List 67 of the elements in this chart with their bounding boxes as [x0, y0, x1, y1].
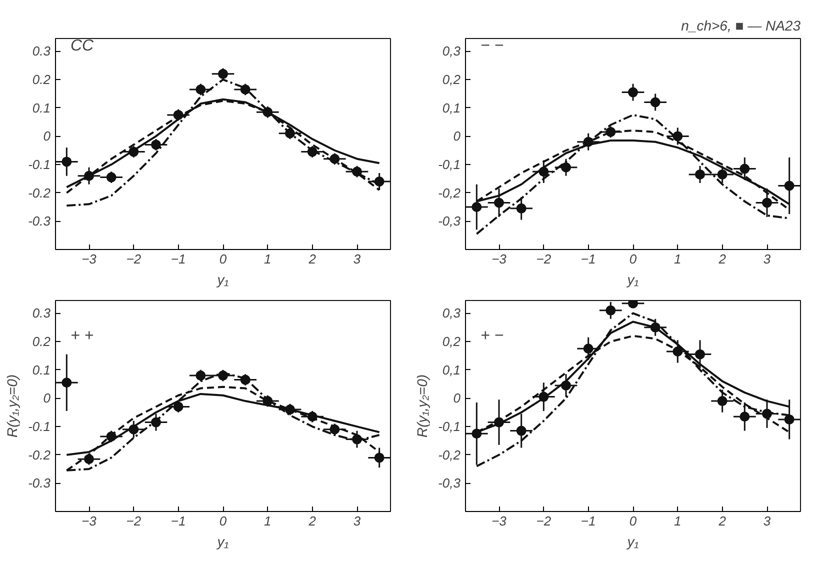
x-tick-label: −1 [170, 514, 186, 528]
x-tick-label: −1 [580, 252, 596, 266]
annotation: + − [480, 328, 504, 344]
y-tick-label: -0,3 [438, 476, 462, 491]
y-tick-label: 0.1 [32, 362, 51, 378]
y-tick-label: 0.2 [32, 334, 52, 350]
x-tick-label: 3 [353, 514, 362, 528]
y-tick-label: -0.3 [28, 214, 52, 229]
x-tick-label: 0 [629, 514, 638, 528]
x-tick-label: −3 [82, 252, 98, 266]
y-tick-label: 0 [453, 390, 462, 406]
x-tick-label: −2 [126, 514, 142, 528]
x-tick-label: 3 [353, 252, 362, 266]
annotation: + + [70, 328, 94, 344]
x-tick-label: 3 [763, 514, 772, 528]
y-tick-label: 0 [43, 390, 52, 406]
y-tick-label: -0,2 [438, 447, 462, 462]
y-axis-title: R(y₁,y₂=0) [4, 374, 20, 438]
x-tick-label: −3 [492, 514, 508, 528]
y-tick-label: 0 [43, 128, 52, 144]
x-tick-label: 2 [308, 252, 317, 266]
x-tick-label: −2 [126, 252, 142, 266]
y-tick-label: 0,3 [442, 306, 462, 321]
x-axis-title: y₁ [626, 534, 640, 550]
x-tick-label: 1 [674, 252, 682, 266]
y-tick-label: 0,3 [442, 44, 462, 59]
y-tick-label: 0,1 [442, 100, 461, 116]
y-tick-label: -0,2 [438, 185, 462, 200]
y-tick-label: -0.3 [28, 476, 52, 491]
x-tick-label: −2 [536, 514, 552, 528]
y-tick-label: -0,1 [438, 157, 461, 172]
y-tick-label: -0.2 [28, 185, 52, 200]
x-tick-label: 2 [308, 514, 317, 528]
annotation: CC [70, 38, 94, 54]
x-tick-label: 0 [219, 252, 228, 266]
x-tick-label: −3 [82, 514, 98, 528]
y-tick-label: -0.1 [28, 419, 51, 434]
y-tick-label: -0.2 [28, 447, 52, 462]
chart-title: n_ch>6, ■ — NA23 [681, 18, 801, 34]
x-tick-label: 3 [763, 252, 772, 266]
y-tick-label: -0,3 [438, 214, 462, 229]
x-axis-title: y₁ [216, 534, 230, 550]
y-axis-title: R(y₁,y₂=0) [414, 374, 430, 438]
x-tick-label: 2 [718, 514, 727, 528]
y-tick-label: 0.2 [32, 72, 52, 88]
y-tick-label: 0.1 [32, 100, 51, 116]
x-tick-label: 1 [674, 514, 682, 528]
x-tick-label: −2 [536, 252, 552, 266]
y-tick-label: 0 [453, 128, 462, 144]
x-tick-label: −1 [580, 514, 596, 528]
x-tick-label: 0 [629, 252, 638, 266]
x-tick-label: −3 [492, 252, 508, 266]
y-tick-label: -0.1 [28, 157, 51, 172]
y-tick-label: 0.3 [32, 44, 52, 59]
y-tick-label: 0,2 [442, 334, 462, 350]
x-tick-label: 0 [219, 514, 228, 528]
x-axis-title: y₁ [626, 272, 640, 288]
x-tick-label: 1 [264, 514, 272, 528]
y-tick-label: 0,1 [442, 362, 461, 378]
x-tick-label: 1 [264, 252, 272, 266]
y-tick-label: 0,2 [442, 72, 462, 88]
y-tick-label: -0,1 [438, 419, 461, 434]
x-tick-label: 2 [718, 252, 727, 266]
annotation: − − [480, 38, 504, 54]
x-axis-title: y₁ [216, 272, 230, 288]
x-tick-label: −1 [170, 252, 186, 266]
y-tick-label: 0.3 [32, 306, 52, 321]
